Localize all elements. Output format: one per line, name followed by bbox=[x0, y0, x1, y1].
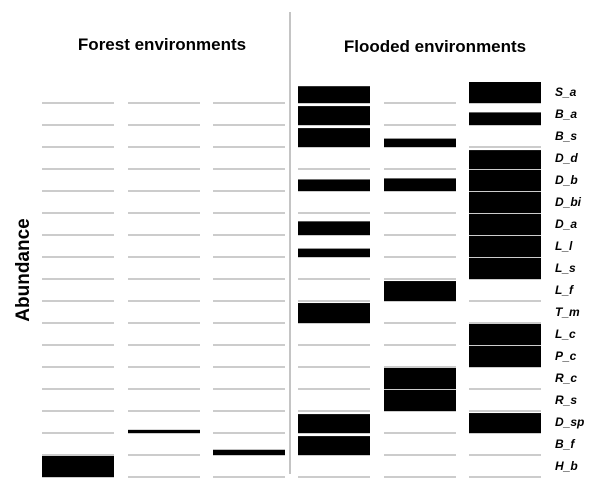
abundance-bar bbox=[384, 390, 456, 411]
abundance-bar bbox=[298, 221, 370, 235]
flooded-group-title: Flooded environments bbox=[344, 37, 526, 56]
species-label: P_c bbox=[555, 349, 577, 363]
abundance-bar bbox=[469, 214, 541, 235]
species-label: R_s bbox=[555, 393, 577, 407]
species-label: B_f bbox=[555, 437, 575, 451]
abundance-bar bbox=[298, 248, 370, 257]
species-label: L_s bbox=[555, 261, 576, 275]
abundance-bar bbox=[469, 324, 541, 345]
abundance-bar bbox=[298, 414, 370, 433]
abundance-bar bbox=[469, 413, 541, 433]
species-label: B_a bbox=[555, 107, 577, 121]
abundance-bar bbox=[42, 456, 114, 477]
species-label: H_b bbox=[555, 459, 578, 473]
abundance-bar bbox=[469, 170, 541, 191]
abundance-bar bbox=[298, 86, 370, 103]
species-label-layer: S_a B_a B_s D_d D_b D_bi D_a L_l L_s L_f T_m L_c P_c… bbox=[555, 85, 584, 473]
abundance-bar bbox=[298, 106, 370, 125]
abundance-bar bbox=[469, 192, 541, 213]
abundance-bar bbox=[128, 429, 200, 433]
species-label: D_b bbox=[555, 173, 578, 187]
species-label: D_sp bbox=[555, 415, 584, 429]
abundance-bar bbox=[469, 258, 541, 279]
species-label: L_f bbox=[555, 283, 574, 297]
abundance-bar bbox=[469, 82, 541, 103]
species-label: D_d bbox=[555, 151, 578, 165]
abundance-bar bbox=[469, 346, 541, 367]
baseline-layer bbox=[42, 102, 541, 478]
bar-layer bbox=[42, 82, 541, 477]
abundance-bar bbox=[384, 138, 456, 147]
forest-group-title: Forest environments bbox=[78, 35, 246, 54]
species-label: B_s bbox=[555, 129, 577, 143]
abundance-bar bbox=[213, 449, 285, 455]
abundance-bar bbox=[298, 179, 370, 191]
abundance-bar bbox=[384, 281, 456, 301]
abundance-bar bbox=[298, 128, 370, 147]
species-label: D_a bbox=[555, 217, 577, 231]
species-label: R_c bbox=[555, 371, 577, 385]
abundance-bar bbox=[469, 112, 541, 125]
species-label: L_l bbox=[555, 239, 573, 253]
abundance-bar bbox=[469, 236, 541, 257]
abundance-bar bbox=[384, 178, 456, 191]
species-label: S_a bbox=[555, 85, 577, 99]
species-label: L_c bbox=[555, 327, 576, 341]
abundance-bar bbox=[469, 150, 541, 169]
abundance-bar bbox=[298, 436, 370, 455]
species-label: D_bi bbox=[555, 195, 582, 209]
abundance-bar bbox=[298, 303, 370, 323]
abundance-bar bbox=[384, 368, 456, 389]
species-label: T_m bbox=[555, 305, 580, 319]
y-axis-label: Abundance bbox=[13, 218, 34, 321]
